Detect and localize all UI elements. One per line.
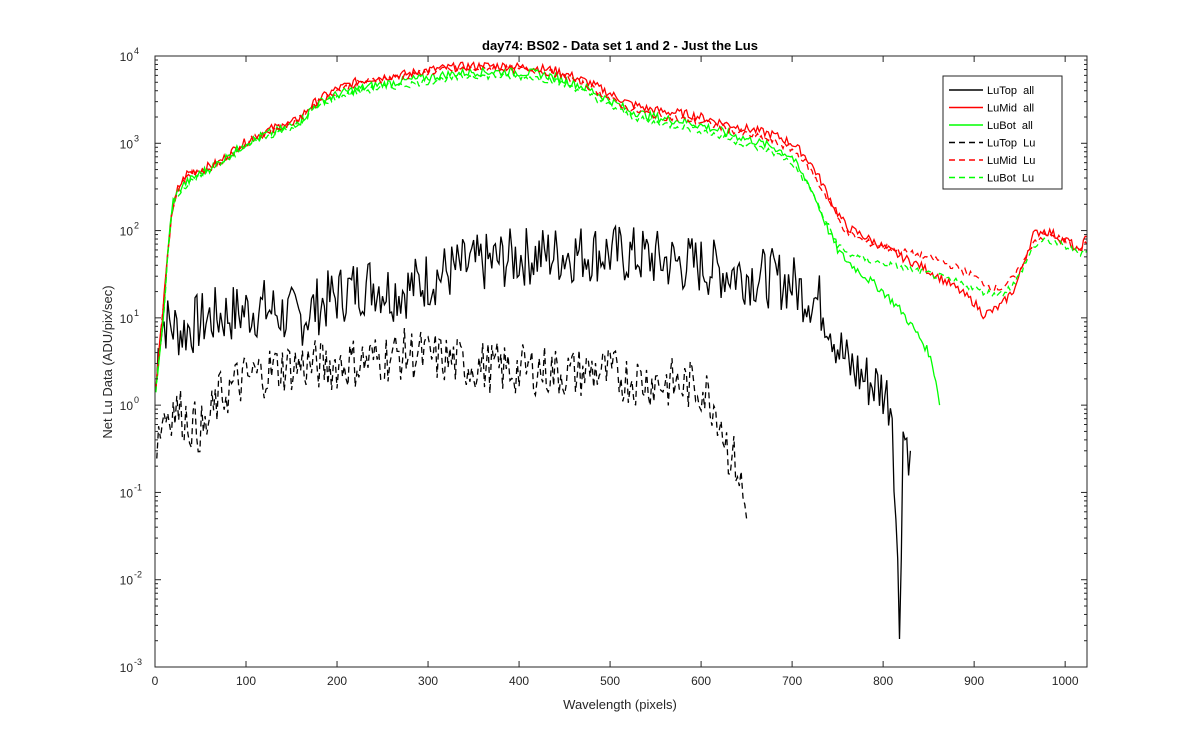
y-tick-label: 10 (120, 50, 134, 64)
legend-label: LuBot Lu (987, 173, 1034, 185)
chart-title: day74: BS02 - Data set 1 and 2 - Just th… (482, 38, 758, 53)
x-axis-label: Wavelength (pixels) (563, 697, 677, 712)
y-tick-exponent: 1 (134, 308, 139, 318)
y-tick-exponent: 3 (134, 133, 139, 143)
legend-label: LuBot all (987, 120, 1033, 132)
x-tick-label: 400 (509, 674, 529, 688)
y-tick-label: 10 (120, 225, 134, 239)
x-tick-label: 800 (873, 674, 893, 688)
x-tick-label: 700 (782, 674, 802, 688)
legend-label: LuTop Lu (987, 138, 1035, 150)
series-line (155, 72, 1087, 393)
legend-label: LuMid Lu (987, 155, 1035, 167)
legend-label: LuTop all (987, 85, 1034, 97)
y-axis-label: Net Lu Data (ADU/pix/sec) (100, 285, 115, 438)
series-line (156, 224, 912, 640)
y-tick-exponent: 0 (134, 395, 139, 405)
legend: LuTop all LuMid all LuBot all LuTop Lu LuMid… (942, 75, 1063, 190)
x-tick-label: 300 (418, 674, 438, 688)
x-tick-label: 900 (964, 674, 984, 688)
y-tick-exponent: -2 (134, 570, 142, 580)
series-line (155, 63, 1087, 390)
y-tick-exponent: -1 (134, 482, 142, 492)
x-tick-label: 200 (327, 674, 347, 688)
x-tick-label: 0 (152, 674, 159, 688)
y-tick-label: 10 (120, 399, 134, 413)
y-tick-label: 10 (120, 137, 134, 151)
axes-box (154, 55, 1088, 668)
y-tick-label: 10 (120, 312, 134, 326)
y-tick-label: 10 (120, 574, 134, 588)
y-tick-exponent: 4 (134, 46, 139, 56)
legend-label: LuMid all (987, 103, 1034, 115)
y-tick-label: 10 (120, 661, 134, 675)
y-tick-exponent: 2 (134, 221, 139, 231)
x-tick-label: 500 (600, 674, 620, 688)
x-tick-label: 600 (691, 674, 711, 688)
y-tick-label: 10 (120, 486, 134, 500)
series-line (155, 65, 941, 406)
x-tick-label: 1000 (1052, 674, 1079, 688)
y-tick-exponent: -3 (134, 657, 142, 667)
series-line (156, 327, 748, 519)
x-tick-label: 100 (236, 674, 256, 688)
legend-box (942, 75, 1063, 190)
